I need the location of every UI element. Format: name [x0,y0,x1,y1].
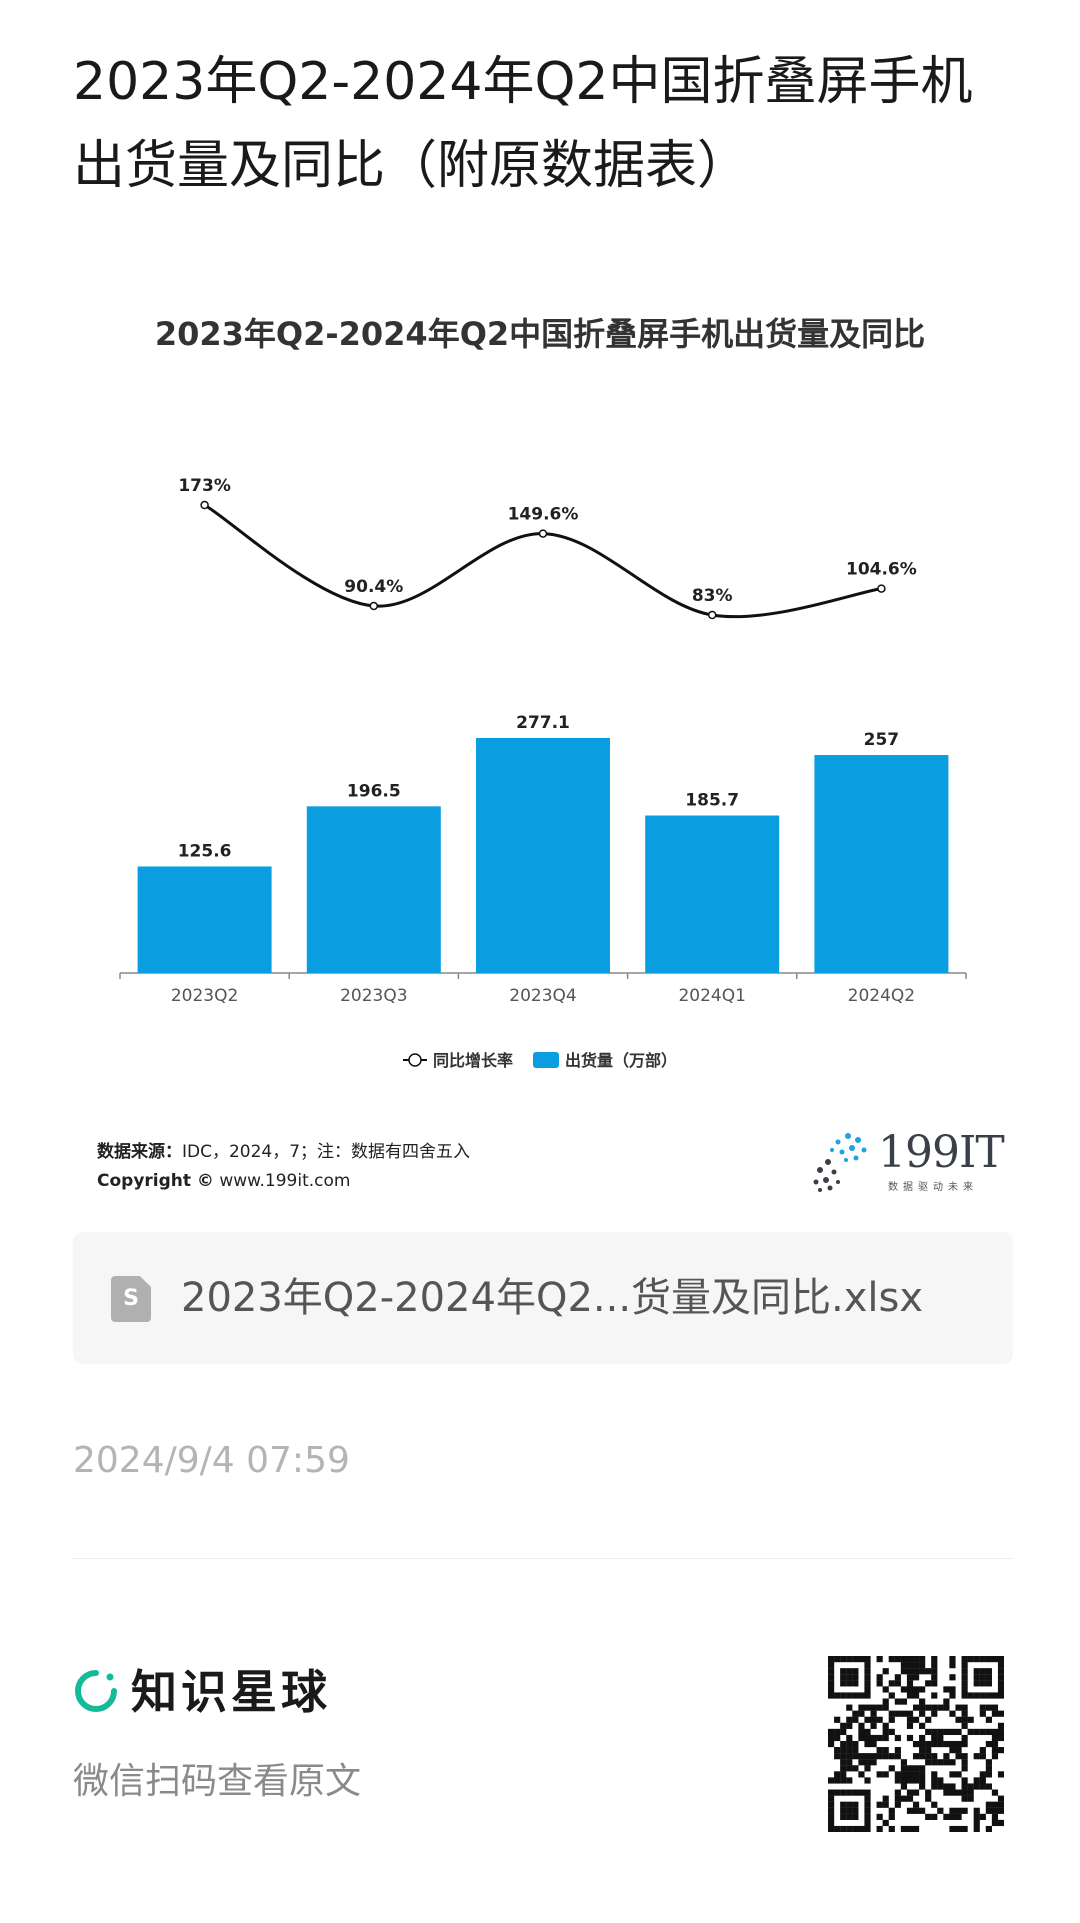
bar-value-label: 277.1 [516,713,570,733]
bar [476,738,610,973]
growth-rate-point [707,610,717,620]
logo-text: 199IT [878,1127,1005,1178]
category-label: 2024Q2 [848,986,915,1006]
logo-dots-icon [813,1133,867,1192]
category-label: 2023Q3 [340,986,407,1006]
growth-rate-label: 90.4% [344,577,403,597]
growth-rate-label: 104.6% [846,560,917,580]
source-label: 数据来源： [97,1142,182,1162]
bar-value-label: 257 [864,730,900,750]
chart-card: 2023年Q2-2024年Q2中国折叠屏手机出货量及同比 125.6 2023Q2 1… [73,290,1007,1220]
qr-code-icon[interactable] [828,1656,1004,1832]
legend-line-marker [408,1053,422,1067]
bar [306,806,441,973]
copyright-site: www.199it.com [219,1171,351,1191]
source-note: 数据来源：IDC，2024，7；注：数据有四舍五入 Copyright © ww… [97,1138,470,1196]
copyright-label: Copyright © [97,1171,214,1191]
growth-rate-label: 83% [692,586,733,606]
legend-bar-label: 出货量（万部） [565,1051,677,1070]
logo-199it: 199IT 数据驱动未来 [808,1128,1008,1194]
copyright-line: Copyright © www.199it.com [97,1167,470,1196]
source-text: IDC，2024，7；注：数据有四舍五入 [182,1142,471,1162]
growth-rate-point [369,601,379,611]
bar-value-label: 196.5 [347,781,401,801]
category-label: 2024Q1 [678,986,745,1006]
growth-rate-point [538,529,548,538]
file-name: 2023年Q2-2024年Q2...货量及同比.xlsx [181,1275,924,1321]
category-label: 2023Q4 [509,986,576,1006]
file-icon-letter: S [123,1286,139,1311]
page-title: 2023年Q2-2024年Q2中国折叠屏手机出货量及同比（附原数据表） [73,52,973,196]
brand-name: 知识星球 [131,1665,331,1719]
zsxq-logo-icon [75,1670,117,1712]
chart-title: 2023年Q2-2024年Q2中国折叠屏手机出货量及同比 [155,315,925,353]
bar [645,815,780,973]
legend-bar-swatch [533,1052,559,1068]
growth-rate-label: 149.6% [508,505,579,525]
growth-rate-label: 173% [178,476,231,496]
growth-rate-point [200,500,209,510]
chart: 2023年Q2-2024年Q2中国折叠屏手机出货量及同比 125.6 2023Q2 1… [119,315,967,1070]
spreadsheet-file-icon: S [111,1276,151,1322]
scan-hint: 微信扫码查看原文 [73,1761,362,1802]
growth-rate-point [877,584,886,593]
bar [814,755,949,973]
post-timestamp: 2024/9/4 07:59 [73,1440,350,1481]
bar-value-label: 185.7 [685,791,739,811]
legend-line-label: 同比增长率 [433,1051,513,1070]
category-label: 2023Q2 [171,986,238,1006]
bar [137,866,272,973]
divider [73,1558,1013,1559]
attachment-file-card[interactable]: S 2023年Q2-2024年Q2...货量及同比.xlsx [73,1232,1013,1364]
bar-value-label: 125.6 [178,841,232,861]
logo-tagline: 数据驱动未来 [888,1182,978,1193]
source-line: 数据来源：IDC，2024，7；注：数据有四舍五入 [97,1138,470,1167]
